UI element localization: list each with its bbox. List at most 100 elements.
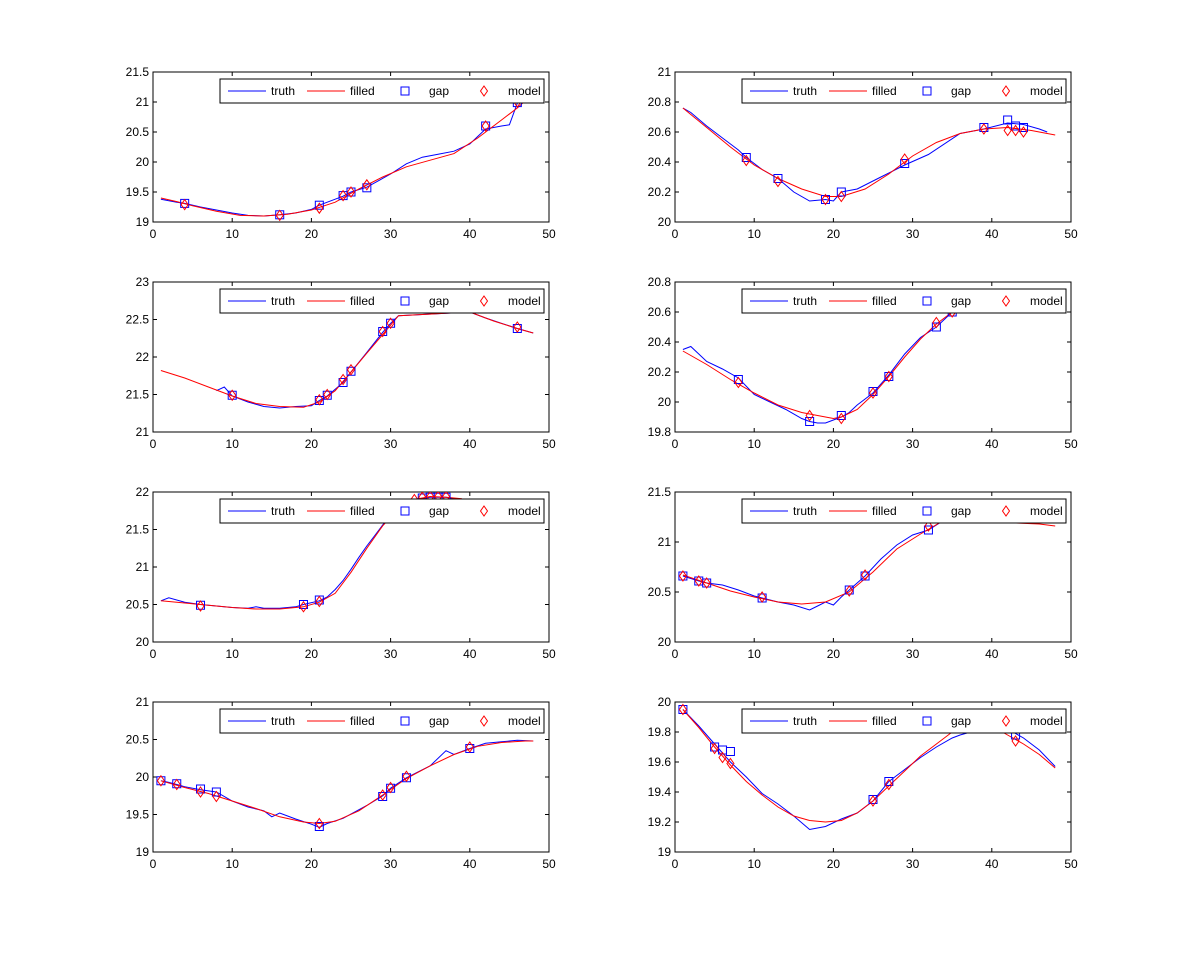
y-tick-label: 19 — [658, 845, 672, 859]
y-tick-label: 21 — [658, 535, 672, 549]
y-tick-label: 20 — [658, 695, 672, 709]
truth-line — [682, 107, 1048, 202]
y-tick-label: 21.5 — [126, 388, 150, 402]
legend-gap-swatch — [400, 716, 410, 726]
truth-line — [682, 311, 953, 424]
y-tick-label: 21.5 — [648, 485, 672, 499]
legend-box — [741, 708, 1067, 734]
model-marker — [481, 120, 490, 132]
legend: truth filled gap model — [219, 708, 545, 734]
subplot-3: 0 10 20 30 40 50 21 21.5 22 22.5 23 truth filled gap m… — [126, 275, 556, 451]
y-tick-label: 21 — [136, 95, 150, 109]
x-tick-label: 30 — [384, 437, 398, 451]
legend: truth filled gap model — [741, 288, 1067, 314]
legend-filled-label: filled — [350, 84, 375, 98]
subplot-8: 0 10 20 30 40 50 19 19.2 19.4 19.6 19.8 20 truth fill… — [648, 695, 1078, 871]
model-marker — [1011, 124, 1020, 137]
y-tick-label: 19 — [136, 845, 150, 859]
x-tick-label: 10 — [226, 857, 240, 871]
legend: truth filled gap model — [219, 288, 545, 314]
x-tick-label: 20 — [305, 647, 319, 661]
gap-marker — [836, 411, 846, 420]
legend-filled-label: filled — [350, 714, 375, 728]
gap-marker — [773, 174, 783, 183]
model-marker — [932, 316, 941, 329]
gap-marker — [931, 322, 941, 332]
x-tick-label: 10 — [226, 437, 240, 451]
y-tick-label: 20.2 — [648, 365, 672, 379]
legend: truth filled gap model — [219, 78, 545, 104]
y-tick-label: 19.5 — [126, 808, 150, 822]
model-marker — [1003, 124, 1012, 137]
gap-marker — [884, 777, 894, 786]
y-tick-label: 21 — [136, 695, 150, 709]
model-marker — [513, 321, 522, 333]
model-marker — [346, 363, 356, 376]
legend-model-swatch — [479, 85, 489, 97]
y-tick-label: 20.2 — [648, 185, 672, 199]
legend: truth filled gap model — [219, 498, 545, 524]
x-tick-label: 30 — [384, 227, 398, 241]
legend-model-label: model — [508, 504, 541, 518]
y-tick-label: 21 — [136, 425, 150, 439]
legend-gap-swatch — [922, 86, 932, 96]
y-tick-label: 20.5 — [648, 585, 672, 599]
y-tick-label: 22 — [136, 485, 150, 499]
subplot-4: 0 10 20 30 40 50 19.8 20 20.2 20.4 20.6 20.8 truth fi… — [648, 275, 1078, 451]
model-marker — [868, 795, 878, 807]
model-marker — [924, 520, 933, 532]
legend-gap-swatch — [922, 716, 932, 726]
plot-area — [682, 107, 1056, 206]
x-tick-label: 50 — [542, 857, 556, 871]
model-marker — [315, 817, 324, 830]
legend-truth-label: truth — [793, 714, 817, 728]
plot-area — [156, 739, 534, 831]
gap-marker — [836, 187, 846, 197]
gap-marker — [900, 159, 910, 168]
legend-model-label: model — [1030, 714, 1063, 728]
model-marker — [1019, 126, 1028, 138]
x-tick-label: 50 — [1064, 437, 1078, 451]
x-tick-label: 10 — [748, 647, 762, 661]
model-marker — [362, 178, 371, 191]
legend: truth filled gap model — [741, 78, 1067, 104]
model-marker — [718, 751, 727, 764]
x-tick-label: 40 — [985, 857, 999, 871]
x-tick-label: 10 — [748, 857, 762, 871]
legend-gap-swatch — [922, 506, 932, 516]
model-marker — [315, 202, 324, 215]
legend-gap-label: gap — [429, 504, 449, 518]
legend-truth-label: truth — [271, 714, 295, 728]
x-tick-label: 40 — [985, 227, 999, 241]
y-tick-label: 20.8 — [648, 95, 672, 109]
gap-marker — [338, 378, 348, 387]
legend-gap-label: gap — [951, 714, 971, 728]
y-tick-label: 20 — [658, 215, 672, 229]
legend-filled-label: filled — [872, 294, 897, 308]
y-tick-label: 22 — [136, 350, 150, 364]
model-marker — [378, 325, 387, 338]
y-tick-label: 21.5 — [126, 65, 150, 79]
x-tick-label: 50 — [542, 227, 556, 241]
gap-marker — [362, 183, 372, 193]
x-tick-label: 30 — [384, 857, 398, 871]
model-marker — [702, 577, 711, 589]
x-tick-label: 30 — [906, 227, 920, 241]
legend-gap-swatch — [400, 86, 410, 96]
model-marker — [386, 317, 395, 330]
model-marker — [1011, 735, 1020, 747]
gap-marker — [196, 784, 206, 794]
x-tick-label: 50 — [1064, 227, 1078, 241]
subplot-5: 0 10 20 30 40 50 20 20.5 21 21.5 22 truth filled gap m… — [126, 485, 556, 661]
x-tick-label: 0 — [672, 647, 679, 661]
x-tick-label: 50 — [1064, 857, 1078, 871]
x-tick-label: 30 — [906, 857, 920, 871]
model-marker — [315, 393, 324, 406]
legend-filled-label: filled — [350, 294, 375, 308]
x-tick-label: 10 — [748, 437, 762, 451]
legend-model-label: model — [508, 294, 541, 308]
model-marker — [338, 189, 348, 202]
y-tick-label: 20.4 — [648, 335, 672, 349]
model-marker — [275, 209, 284, 222]
